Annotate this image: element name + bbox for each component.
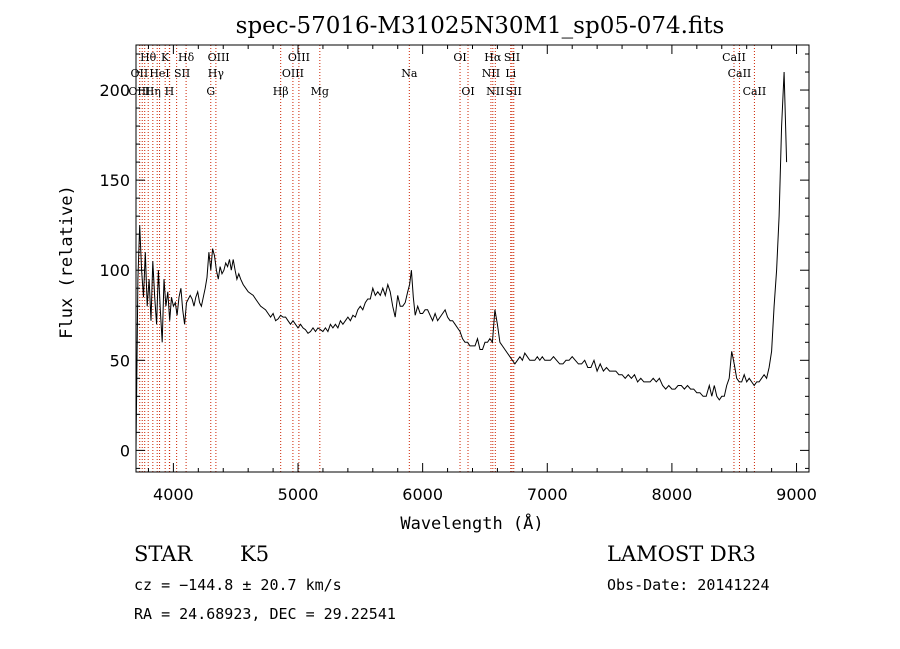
- x-tick-label: 4000: [153, 485, 194, 504]
- line-label: OI: [461, 85, 474, 98]
- line-label: SII: [506, 85, 522, 98]
- line-label: CaII: [728, 67, 752, 80]
- x-tick-label: 8000: [652, 485, 693, 504]
- line-label: HeI: [149, 67, 169, 80]
- x-axis-label: Wavelength (Å): [400, 512, 543, 534]
- plot-frame: [135, 44, 810, 473]
- line-markers: [139, 45, 755, 472]
- line-label: Hη: [145, 85, 161, 98]
- line-label: H: [165, 85, 175, 98]
- object-class: STAR: [134, 542, 193, 566]
- line-label: OIII: [208, 51, 230, 64]
- line-label: K: [161, 51, 170, 64]
- line-label: Mg: [311, 85, 329, 98]
- line-label: NII: [486, 85, 504, 98]
- line-label: OIII: [288, 51, 310, 64]
- line-label: CaII: [743, 85, 767, 98]
- x-tick-label: 7000: [527, 485, 568, 504]
- line-label: SII: [174, 67, 190, 80]
- line-label: Hδ: [178, 51, 195, 64]
- object-subclass: K5: [240, 542, 269, 566]
- line-label: NII: [482, 67, 500, 80]
- y-tick-label: 150: [99, 171, 130, 190]
- line-label: OII: [131, 67, 149, 80]
- observation-date: Obs-Date: 20141224: [607, 576, 770, 594]
- line-label: SII: [504, 51, 520, 64]
- survey-name: LAMOST DR3: [607, 542, 756, 566]
- y-axis-label: Flux (relative): [57, 185, 77, 339]
- line-label: CaII: [722, 51, 746, 64]
- y-tick-label: 100: [99, 261, 130, 280]
- line-label: Li: [505, 67, 516, 80]
- line-label: OI: [453, 51, 466, 64]
- y-tick-label: 0: [120, 441, 130, 460]
- redshift-velocity: cz = −144.8 ± 20.7 km/s: [134, 576, 342, 594]
- chart-title: spec-57016-M31025N30M1_sp05-074.fits: [236, 13, 725, 39]
- line-label: Hθ: [140, 51, 157, 64]
- x-tick-label: 5000: [278, 485, 319, 504]
- sky-coordinates: RA = 24.68923, DEC = 29.22541: [134, 605, 396, 623]
- x-axis-ticks: 4000 5000 6000 7000 8000 9000: [147, 45, 817, 504]
- line-label: OIII: [282, 67, 304, 80]
- line-label: Na: [401, 67, 418, 80]
- y-tick-label: 50: [110, 351, 130, 370]
- line-label: Hβ: [273, 85, 289, 98]
- spectrum-line: [135, 71, 788, 451]
- line-label: Hα: [484, 51, 502, 64]
- x-tick-label: 9000: [776, 485, 817, 504]
- line-label: OIII: [128, 85, 150, 98]
- line-label: Hγ: [208, 67, 225, 80]
- line-label: G: [206, 85, 215, 98]
- y-axis-ticks: 0 50 100 150 200: [99, 53, 809, 469]
- y-tick-label: 200: [99, 81, 130, 100]
- x-tick-label: 6000: [402, 485, 443, 504]
